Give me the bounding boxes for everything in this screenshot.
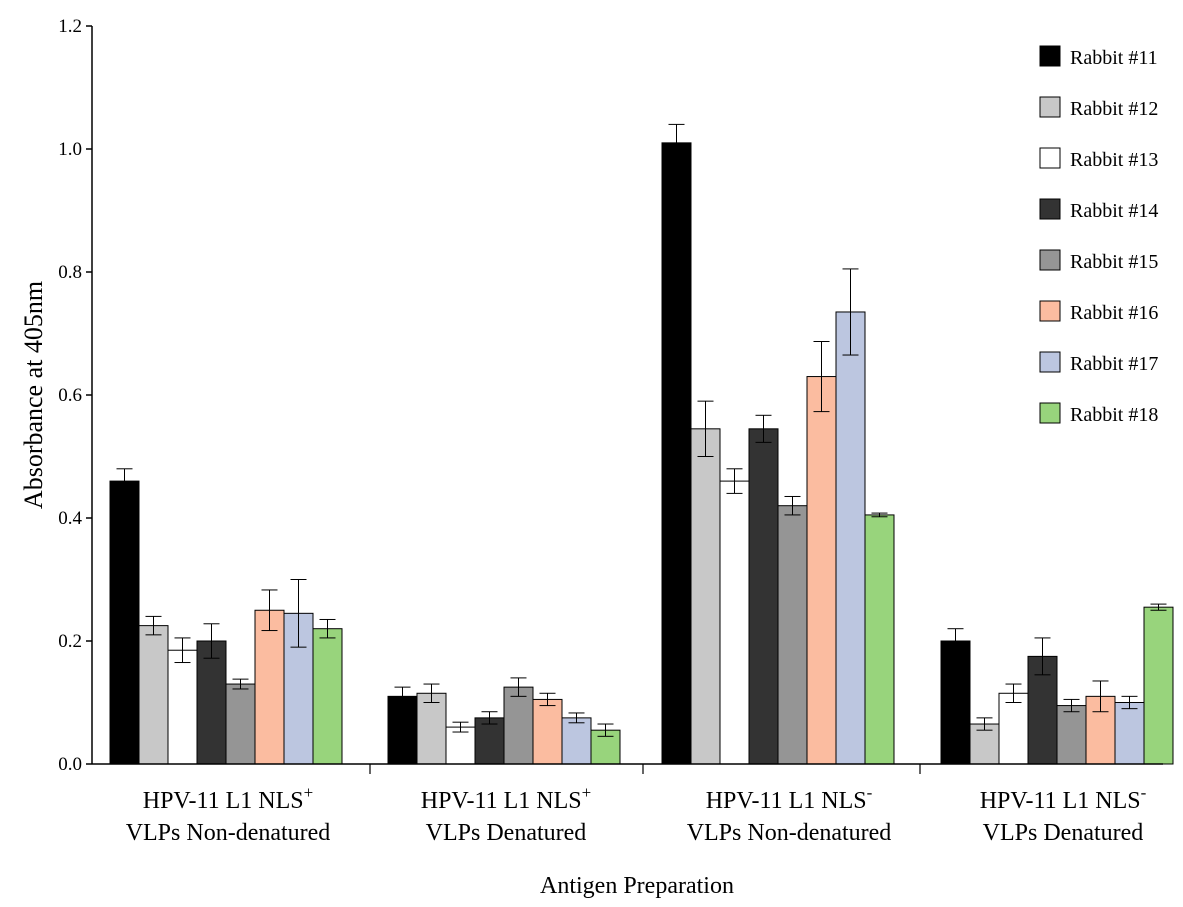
- y-axis-title: Absorbance at 405nm: [19, 281, 48, 509]
- category-label-line1: HPV-11 L1 NLS+: [143, 783, 314, 814]
- bar: [864, 514, 895, 765]
- legend-swatch: [1039, 249, 1061, 271]
- bar: [690, 428, 721, 765]
- category-label-line1: HPV-11 L1 NLS-: [980, 783, 1147, 814]
- category-label-line1: HPV-11 L1 NLS+: [421, 783, 592, 814]
- legend-label: Rabbit #11: [1070, 47, 1158, 69]
- bar: [835, 311, 866, 765]
- bar: [109, 480, 140, 765]
- category-label-line2: VLPs Denatured: [983, 820, 1144, 846]
- bar: [806, 376, 837, 765]
- category-label-line2: VLPs Non-denatured: [126, 820, 331, 846]
- bar: [940, 640, 971, 765]
- bar: [998, 692, 1029, 765]
- legend-label: Rabbit #14: [1070, 200, 1158, 222]
- error-bars-layer: [116, 123, 1167, 737]
- bar: [196, 640, 227, 765]
- y-tick-label: 0.6: [58, 385, 82, 406]
- bar: [1056, 705, 1087, 765]
- bar: [532, 698, 563, 765]
- bar: [474, 717, 505, 765]
- legend-swatch: [1039, 96, 1061, 118]
- bar: [1143, 606, 1174, 765]
- y-tick-label: 0.2: [58, 631, 82, 652]
- legend-swatch: [1039, 300, 1061, 322]
- bar: [225, 683, 256, 765]
- bar: [719, 480, 750, 765]
- bar: [387, 695, 418, 765]
- bar: [661, 142, 692, 765]
- bar: [748, 428, 779, 765]
- bar: [969, 723, 1000, 765]
- bar: [777, 505, 808, 765]
- y-ticks-layer: 0.0 0.2 0.4 0.6 0.8 1.0 1.2: [58, 16, 92, 775]
- legend-label: Rabbit #18: [1070, 404, 1158, 426]
- legend-swatch: [1039, 198, 1061, 220]
- legend-swatch: [1039, 147, 1061, 169]
- legend-swatch: [1039, 351, 1061, 373]
- bars-layer: [109, 142, 1174, 765]
- x-ticks-layer: [369, 764, 921, 774]
- bar: [167, 649, 198, 765]
- category-labels-layer: HPV-11 L1 NLS+ VLPs Non-denatured HPV-11 L…: [126, 783, 1147, 846]
- x-axis-title: Antigen Preparation: [540, 873, 734, 899]
- legend-swatch: [1039, 402, 1061, 424]
- legend: Rabbit #11 Rabbit #12 Rabbit #13 Rabbit #14…: [1039, 45, 1158, 426]
- bar: [561, 717, 592, 765]
- bar: [445, 726, 476, 765]
- bar: [416, 692, 447, 765]
- y-tick-label: 0.8: [58, 262, 82, 283]
- legend-label: Rabbit #12: [1070, 98, 1158, 120]
- bar: [503, 686, 534, 765]
- y-tick-label: 1.0: [58, 139, 82, 160]
- legend-label: Rabbit #16: [1070, 302, 1158, 324]
- y-tick-label: 0.0: [58, 754, 82, 775]
- y-tick-label: 0.4: [58, 508, 82, 529]
- category-label-line2: VLPs Denatured: [426, 820, 587, 846]
- bar: [1114, 702, 1145, 765]
- bar: [138, 625, 169, 765]
- legend-label: Rabbit #17: [1070, 353, 1158, 375]
- legend-swatch: [1039, 45, 1061, 67]
- category-label-line2: VLPs Non-denatured: [687, 820, 892, 846]
- legend-label: Rabbit #13: [1070, 149, 1158, 171]
- y-tick-label: 1.2: [58, 16, 82, 37]
- category-label-line1: HPV-11 L1 NLS-: [706, 783, 873, 814]
- bar: [254, 609, 285, 765]
- bar: [312, 628, 343, 765]
- legend-label: Rabbit #15: [1070, 251, 1158, 273]
